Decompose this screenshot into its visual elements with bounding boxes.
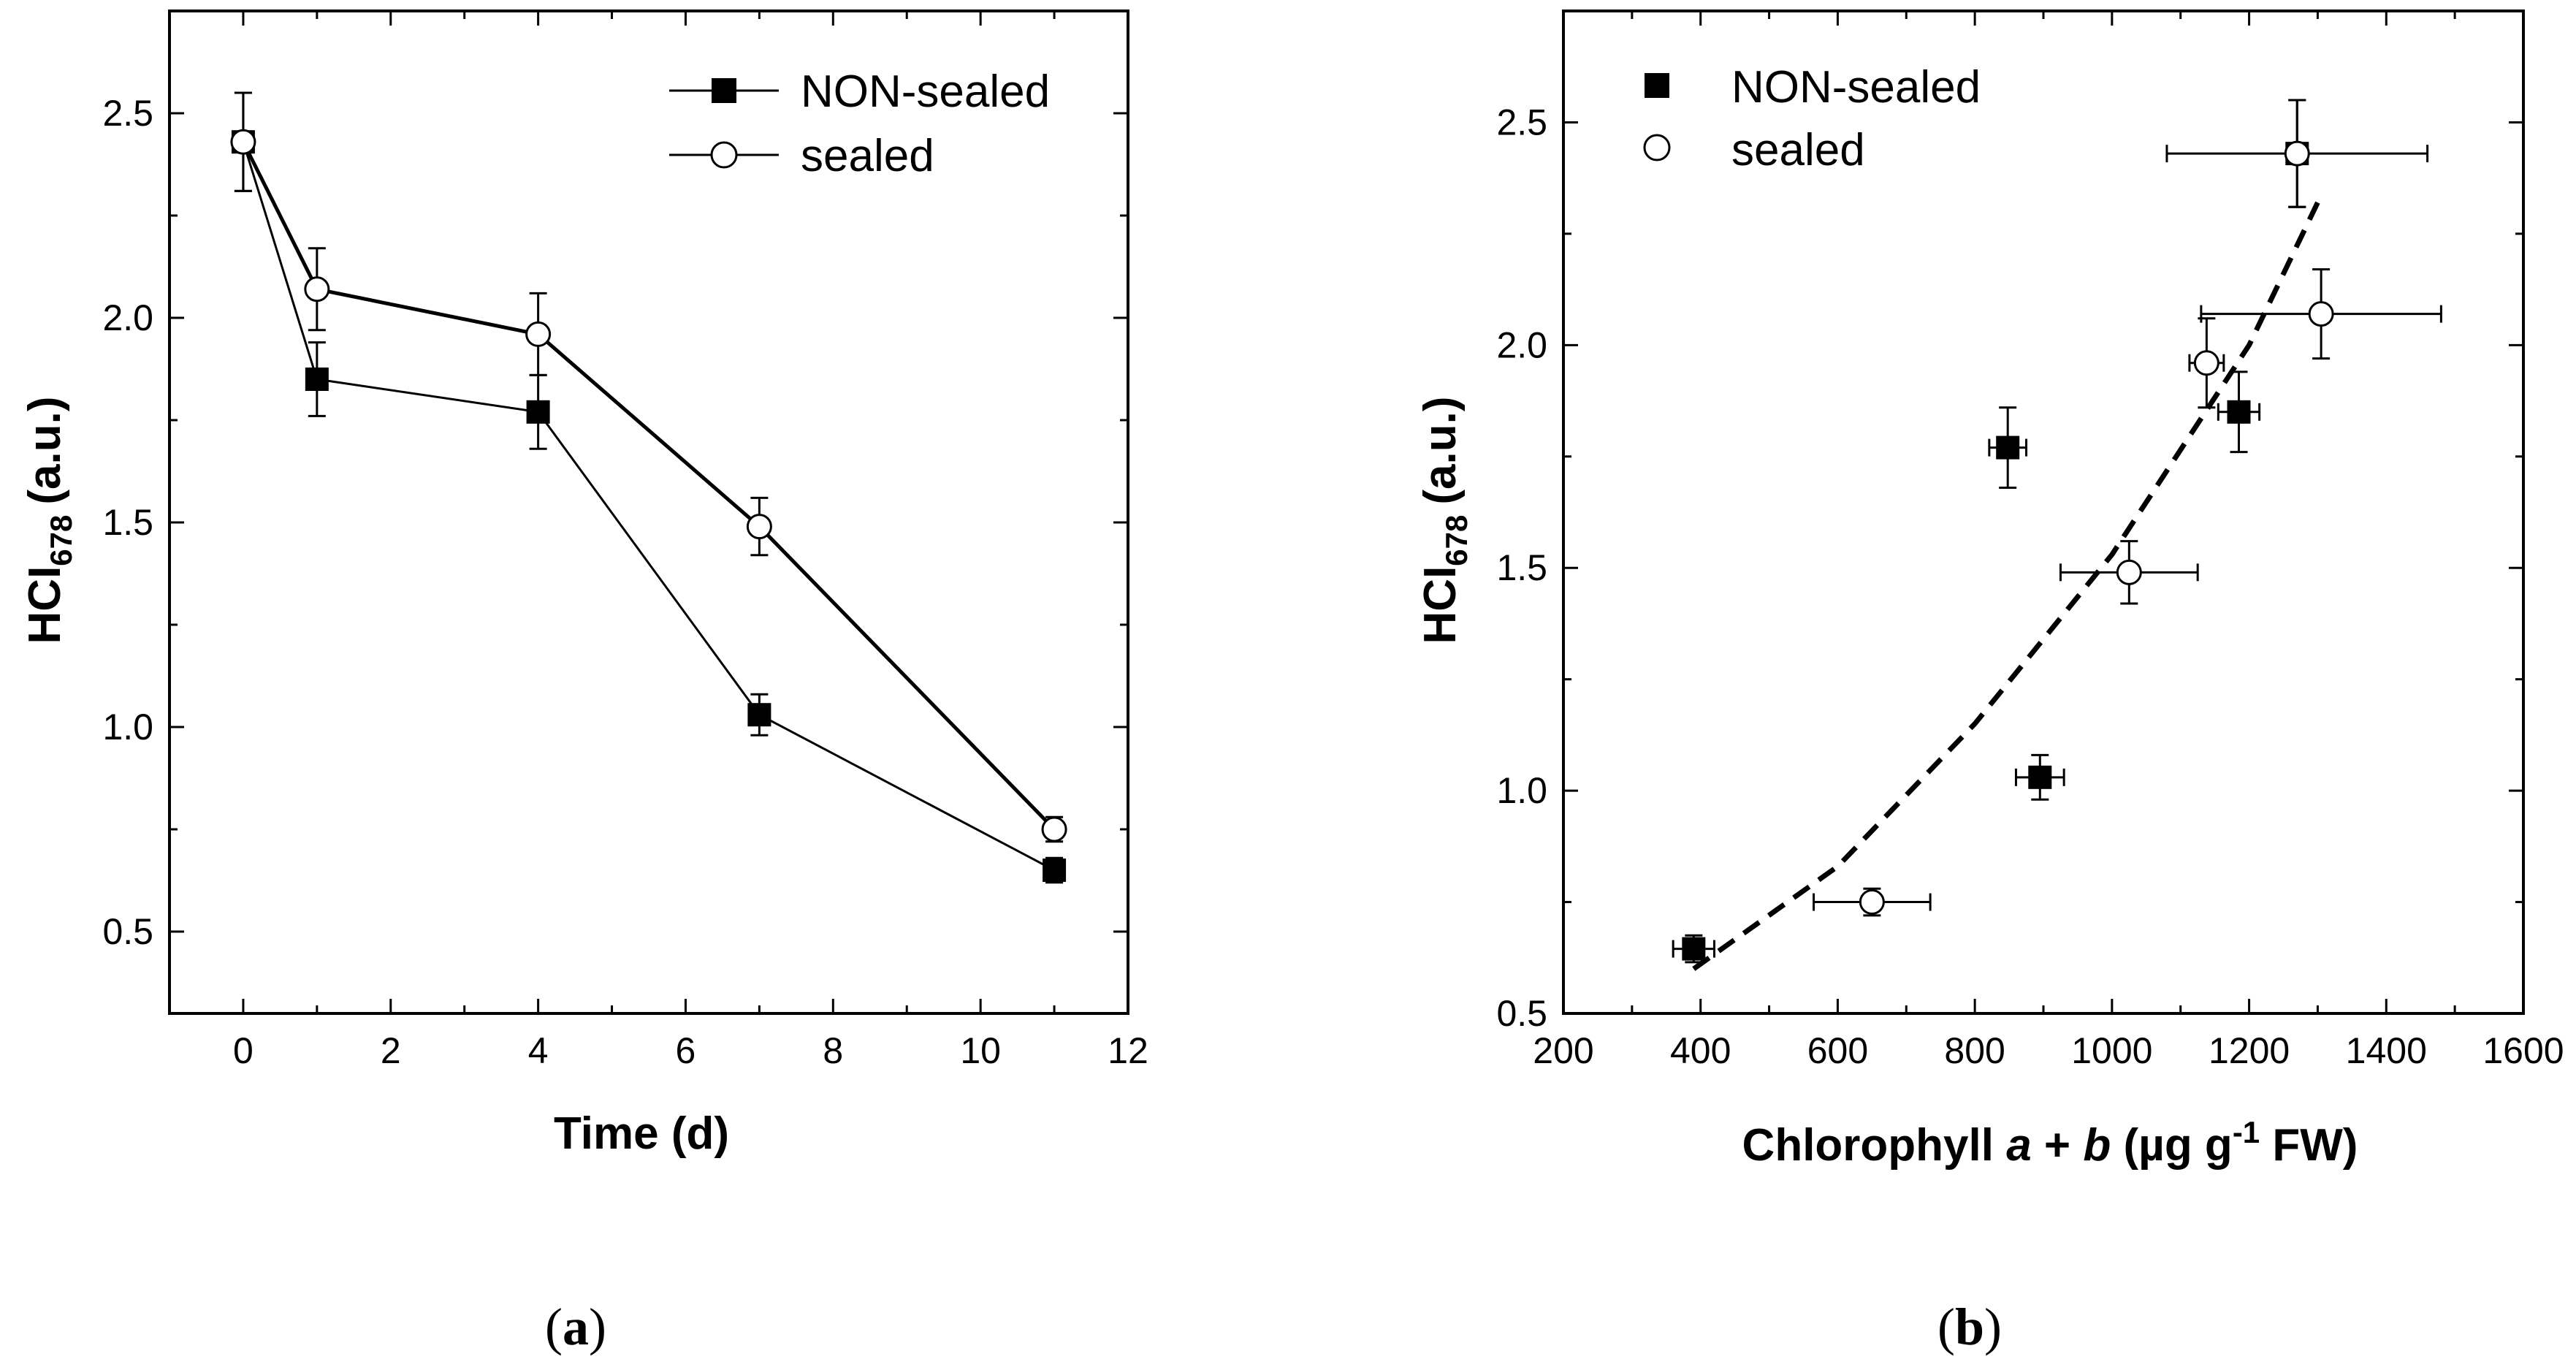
chart-b-legend: NON-sealed sealed xyxy=(1643,62,1981,175)
chart-b-fit-curve xyxy=(1692,201,2320,971)
chart-b-y-tick-label: 2.5 xyxy=(1496,102,1547,142)
chart-a-x-tick-label: 2 xyxy=(381,1030,401,1071)
chart-a-x-tick-label: 10 xyxy=(960,1030,1001,1071)
chart-a-y-tick-label: 2.0 xyxy=(102,297,153,338)
chart-b-x-tick-label: 200 xyxy=(1533,1030,1593,1071)
chart-b-point-sealed xyxy=(2308,301,2334,327)
chart-b-axes: 200 400 600 800 1000 1200 1400 1600 0.5 1.0 1.5 2.0… xyxy=(1496,9,2564,1071)
chart-a-x-tick-label: 6 xyxy=(676,1030,696,1071)
chart-b-legend-marker-nonsealed xyxy=(1645,73,1669,98)
chart-a-x-tick-label: 8 xyxy=(823,1030,843,1071)
chart-a-point-sealed xyxy=(230,129,256,155)
chart-b-marks xyxy=(1672,99,2442,971)
chart-a-legend-label-nonsealed: NON-sealed xyxy=(801,66,1050,117)
chart-b-x-axis-plus: + xyxy=(2032,1120,2084,1171)
chart-b-legend-marker-sealed xyxy=(1643,134,1671,161)
chart-b-y-tick-label: 1.5 xyxy=(1496,547,1547,588)
chart-b-x-tick-label: 1600 xyxy=(2482,1030,2564,1071)
chart-b-legend-label-nonsealed: NON-sealed xyxy=(1731,62,1981,113)
chart-a-legend-label-sealed: sealed xyxy=(801,131,934,181)
chart-a-y-tick-label: 2.5 xyxy=(102,93,153,134)
chart-a-y-tick-label: 1.5 xyxy=(102,502,153,543)
chart-a-point-non-sealed xyxy=(1043,859,1067,882)
chart-b-legend-label-sealed: sealed xyxy=(1731,125,1865,175)
chart-b-point-non-sealed xyxy=(2227,400,2251,424)
chart-a-y-tick-label: 1.0 xyxy=(102,707,153,747)
chart-b-point-sealed xyxy=(2116,559,2142,585)
chart-b-y-tick-label: 2.0 xyxy=(1496,324,1547,365)
chart-b-x-tick-label: 1200 xyxy=(2209,1030,2290,1071)
chart-b-x-tick-label: 600 xyxy=(1807,1030,1868,1071)
chart-b-y-axis-main: HCI xyxy=(1415,566,1466,644)
chart-b-x-axis-sup: -1 xyxy=(2233,1115,2260,1149)
chart-a-marks xyxy=(230,91,1067,884)
chart-a-y-tick-label: 0.5 xyxy=(102,911,153,952)
chart-b-point-non-sealed xyxy=(1996,435,2020,460)
chart-b-x-axis-pre: Chlorophyll xyxy=(1742,1120,2007,1171)
chart-a-series-line-sealed xyxy=(241,141,1056,831)
chart-b: 200 400 600 800 1000 1200 1400 1600 0.5 1.0 1.5 2.0… xyxy=(1415,9,2564,1356)
chart-a-frame xyxy=(168,9,1129,1015)
chart-b-y-axis-unit: (a.u.) xyxy=(1415,397,1466,505)
chart-a-x-tick-label: 12 xyxy=(1108,1030,1148,1071)
chart-b-x-tick-label: 1000 xyxy=(2071,1030,2152,1071)
chart-a: 0 2 4 6 8 10 12 0.5 1.0 1.5 2.0 2.5 Time (d) HCI678… xyxy=(20,9,1148,1356)
chart-a-point-sealed xyxy=(1041,816,1067,842)
chart-b-x-axis-unit-post: FW) xyxy=(2260,1120,2358,1171)
chart-b-y-tick-label: 1.0 xyxy=(1496,770,1547,811)
chart-a-y-axis-main: HCI xyxy=(20,566,70,644)
chart-b-panel-label: (b) xyxy=(1937,1298,2002,1356)
chart-a-x-tick-label: 4 xyxy=(528,1030,549,1071)
chart-b-point-sealed xyxy=(2284,140,2310,167)
chart-a-axes: 0 2 4 6 8 10 12 0.5 1.0 1.5 2.0 2.5 xyxy=(102,9,1148,1071)
chart-a-point-non-sealed xyxy=(305,368,329,391)
chart-a-legend-marker-sealed xyxy=(710,141,738,169)
chart-b-x-axis-a: a xyxy=(2006,1120,2031,1171)
chart-a-legend-marker-nonsealed xyxy=(712,78,736,103)
chart-a-y-axis-title: HCI678 (a.u.) xyxy=(20,397,78,644)
chart-a-point-sealed xyxy=(746,514,772,540)
chart-b-x-tick-label: 1400 xyxy=(2346,1030,2427,1071)
chart-a-point-non-sealed xyxy=(526,400,550,424)
chart-a-legend: NON-sealed sealed xyxy=(669,66,1050,181)
chart-b-point-sealed xyxy=(1859,889,1885,916)
chart-b-y-axis-title: HCI678 (a.u.) xyxy=(1415,397,1474,644)
chart-a-point-sealed xyxy=(525,321,552,347)
chart-b-x-axis-unit-pre: (µg g xyxy=(2111,1120,2233,1171)
chart-a-x-axis-title: Time (d) xyxy=(554,1108,729,1159)
chart-a-y-axis-sub: 678 xyxy=(44,515,78,566)
chart-b-point-non-sealed xyxy=(2028,765,2052,789)
chart-a-point-sealed xyxy=(304,276,330,302)
chart-b-y-tick-label: 0.5 xyxy=(1496,993,1547,1034)
chart-b-point-sealed xyxy=(2193,350,2219,376)
chart-b-x-tick-label: 800 xyxy=(1944,1030,2005,1071)
chart-a-series-line-non-sealed xyxy=(242,141,1055,872)
chart-b-y-axis-sub: 678 xyxy=(1439,515,1474,566)
chart-a-y-axis-unit: (a.u.) xyxy=(20,397,70,505)
chart-a-point-non-sealed xyxy=(747,703,771,727)
chart-b-x-tick-label: 400 xyxy=(1670,1030,1731,1071)
chart-b-point-non-sealed xyxy=(1682,937,1706,961)
chart-b-frame xyxy=(1562,9,2525,1015)
chart-a-x-tick-label: 0 xyxy=(233,1030,254,1071)
chart-b-x-axis-b: b xyxy=(2083,1120,2111,1171)
chart-b-x-axis-title: Chlorophyll a + b (µg g-1 FW) xyxy=(1742,1115,2358,1171)
chart-a-panel-label: (a) xyxy=(545,1298,606,1356)
